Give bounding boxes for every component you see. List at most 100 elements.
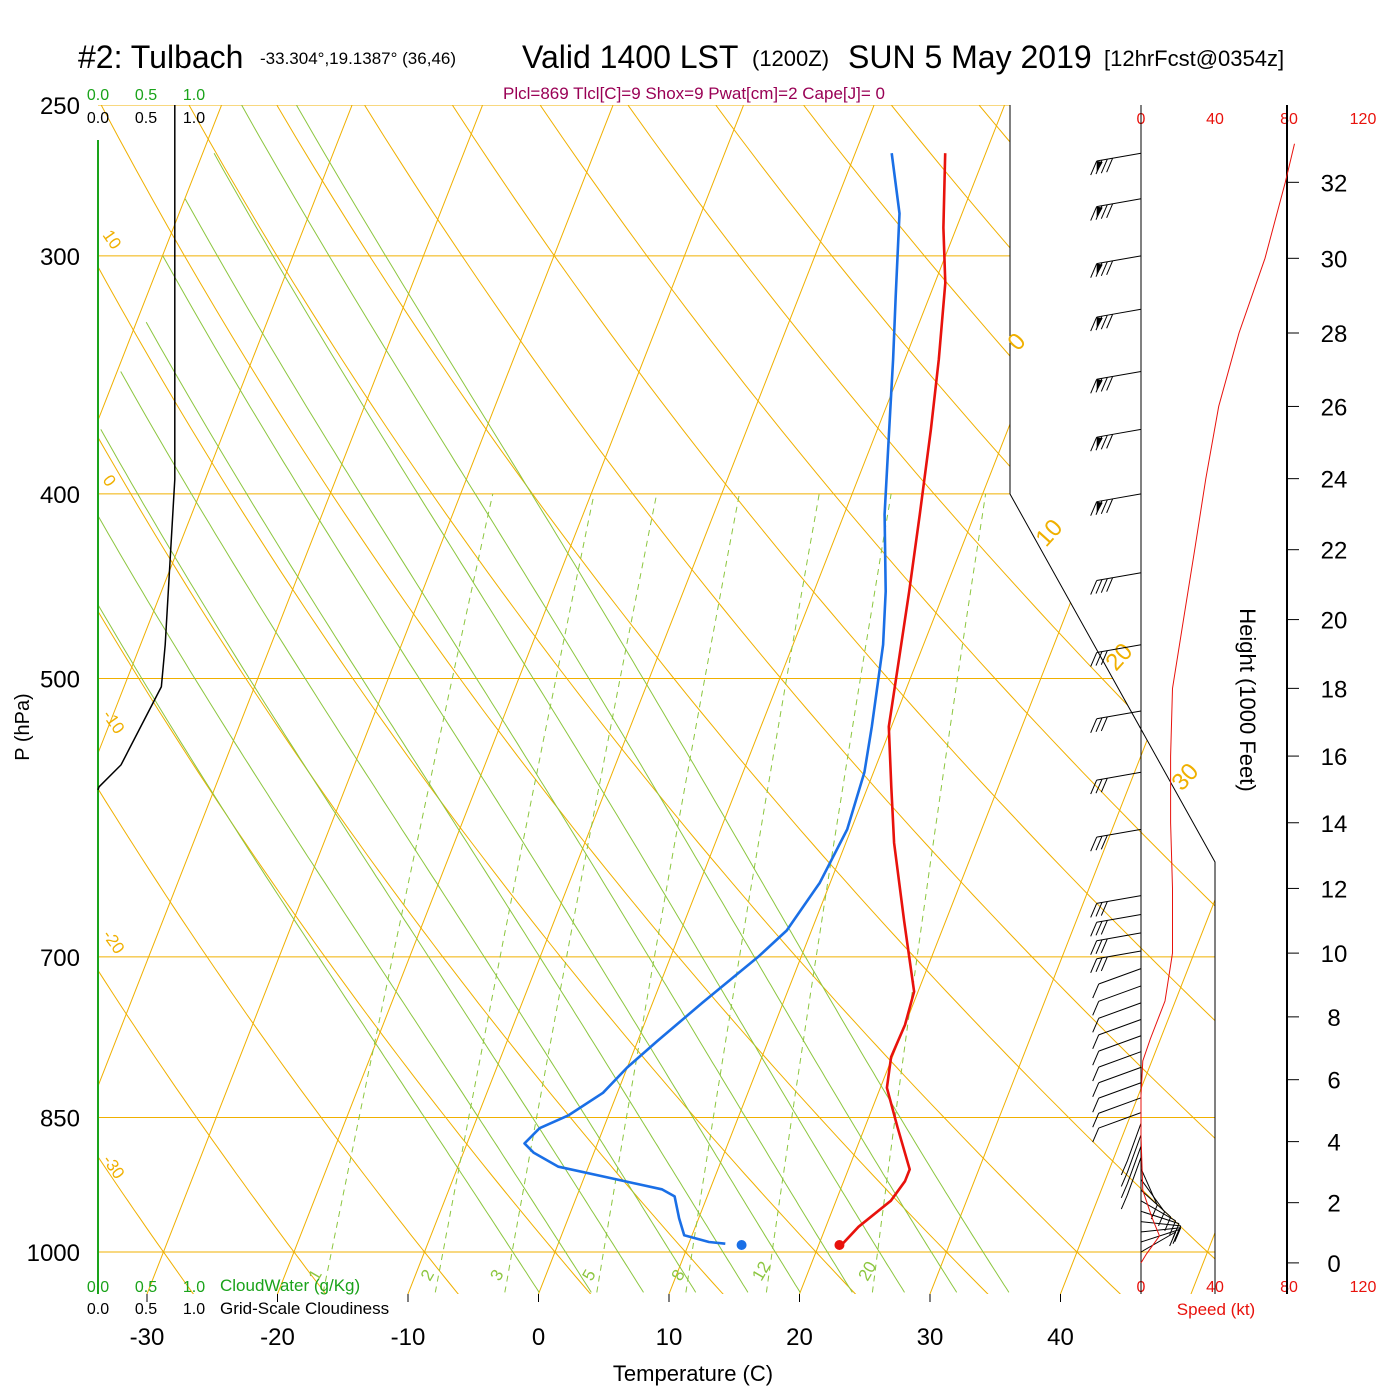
cloudwater-top-tick: 1.0 bbox=[183, 87, 205, 104]
dry-adiabat bbox=[667, 105, 1215, 1294]
speed-bottom-tick: 40 bbox=[1206, 1279, 1224, 1296]
wind-speed-line bbox=[1140, 143, 1295, 1264]
cloudiness-top-tick: 0.0 bbox=[87, 110, 109, 127]
wind-barb bbox=[1092, 968, 1142, 999]
dry-adiabat bbox=[98, 105, 221, 1294]
isotherm bbox=[98, 105, 556, 1294]
pressure-tick-250: 250 bbox=[40, 93, 80, 120]
isotherm-label: 10 bbox=[99, 226, 125, 252]
dry-adiabat bbox=[502, 105, 1215, 1294]
mixing-ratio-line bbox=[596, 493, 740, 1293]
cloudiness-bottom-tick: 0.5 bbox=[135, 1301, 157, 1318]
moist-adiabat bbox=[231, 105, 958, 1293]
moist-adiabat bbox=[98, 533, 540, 1293]
cloudwater-bottom-tick: 0.5 bbox=[135, 1279, 157, 1296]
wind-barb bbox=[1090, 932, 1142, 955]
speed-bottom-tick: 120 bbox=[1350, 1279, 1377, 1296]
height-tick-12: 12 bbox=[1321, 876, 1348, 903]
mixing-ratio-label: 2 bbox=[417, 1266, 438, 1284]
speed-top-tick: 80 bbox=[1280, 111, 1298, 128]
cloudwater-bottom-tick: 0.0 bbox=[87, 1279, 109, 1296]
cloudiness-bottom-tick: 0.0 bbox=[87, 1301, 109, 1318]
x-tick-10: 10 bbox=[656, 1324, 683, 1351]
mixing-ratio-line bbox=[685, 493, 820, 1293]
wind-barb bbox=[1140, 1227, 1182, 1242]
wind-barb bbox=[1090, 828, 1142, 852]
wind-barb bbox=[1092, 1066, 1142, 1097]
isotherm-label: -30 bbox=[99, 1151, 129, 1182]
cloudiness-line bbox=[97, 105, 176, 791]
height-tick-24: 24 bbox=[1321, 467, 1348, 494]
wind-barb bbox=[1092, 1051, 1142, 1082]
dry-adiabat bbox=[98, 105, 1160, 1294]
height-tick-14: 14 bbox=[1321, 811, 1348, 838]
wind-barb bbox=[1090, 895, 1142, 918]
wind-barb bbox=[1090, 572, 1142, 595]
mixing-ratio-label: 12 bbox=[748, 1258, 774, 1284]
pressure-tick-300: 300 bbox=[40, 244, 80, 271]
height-tick-20: 20 bbox=[1321, 608, 1348, 635]
isotherm bbox=[1051, 105, 1215, 1294]
x-tick-40: 40 bbox=[1047, 1324, 1074, 1351]
mixing-ratio-label: 3 bbox=[486, 1266, 507, 1284]
moist-adiabat bbox=[162, 255, 801, 1293]
wind-barb bbox=[1092, 985, 1142, 1016]
moist-adiabat bbox=[100, 429, 644, 1293]
utc-time: (1200Z) bbox=[752, 46, 829, 71]
wind-barb bbox=[1092, 1035, 1142, 1066]
dry-adiabat bbox=[98, 105, 1026, 1294]
wind-panel bbox=[1090, 152, 1182, 1253]
wind-barb bbox=[1090, 913, 1142, 937]
cloudiness-label: Grid-Scale Cloudiness bbox=[220, 1299, 389, 1318]
wind-barb bbox=[1090, 152, 1142, 176]
dry-adiabat bbox=[585, 105, 1215, 1294]
isotherm bbox=[399, 105, 947, 1294]
cloudwater-bottom-tick: 1.0 bbox=[183, 1279, 205, 1296]
wind-barb bbox=[1090, 198, 1142, 221]
isotherm-label: 30 bbox=[1166, 758, 1204, 796]
dry-adiabat bbox=[98, 105, 758, 1294]
wind-barb bbox=[1092, 1097, 1142, 1128]
surface-dewpoint-marker bbox=[736, 1240, 747, 1250]
dry-adiabat bbox=[749, 105, 1215, 1294]
x-tick--20: -20 bbox=[260, 1324, 295, 1351]
cloud-water-label: CloudWater (g/Kg) bbox=[220, 1276, 360, 1295]
isotherm bbox=[138, 105, 686, 1294]
x-tick-0: 0 bbox=[532, 1324, 545, 1351]
speed-top-tick: 40 bbox=[1206, 111, 1224, 128]
isotherm-label: 20 bbox=[1100, 638, 1138, 676]
pressure-tick-850: 850 bbox=[40, 1106, 80, 1133]
dry-adiabat bbox=[98, 105, 355, 1294]
sounding-profiles bbox=[523, 153, 947, 1250]
wind-barb bbox=[1120, 1157, 1142, 1210]
mixing-ratio-line bbox=[765, 493, 892, 1293]
wind-barb bbox=[1090, 493, 1142, 516]
x-tick--30: -30 bbox=[130, 1324, 165, 1351]
mixing-ratio-label: 20 bbox=[854, 1258, 880, 1284]
isotherm-label: 0 bbox=[99, 471, 120, 490]
cloudiness-top-tick: 0.5 bbox=[135, 110, 157, 127]
wind-barb bbox=[1120, 1123, 1142, 1176]
valid-date: SUN 5 May 2019 bbox=[848, 39, 1092, 75]
station-title: #2: Tulbach bbox=[78, 39, 243, 75]
speed-bottom-tick: 80 bbox=[1280, 1279, 1298, 1296]
cloudwater-top-tick: 0.5 bbox=[135, 87, 157, 104]
isotherm bbox=[98, 105, 425, 1294]
mixing-ratio-line bbox=[322, 493, 494, 1293]
wind-barb bbox=[1140, 1168, 1158, 1220]
moist-adiabat bbox=[145, 321, 749, 1293]
height-tick-18: 18 bbox=[1321, 676, 1348, 703]
wind-barb bbox=[1090, 644, 1142, 667]
pressure-tick-500: 500 bbox=[40, 667, 80, 694]
height-tick-22: 22 bbox=[1321, 538, 1348, 565]
moist-adiabat bbox=[98, 483, 592, 1293]
coordinates: -33.304°,19.1387° (36,46) bbox=[260, 49, 456, 68]
height-tick-30: 30 bbox=[1321, 246, 1348, 273]
wind-barb bbox=[1092, 1112, 1142, 1143]
height-tick-4: 4 bbox=[1327, 1130, 1340, 1157]
wind-barb bbox=[1092, 1002, 1142, 1033]
x-tick-20: 20 bbox=[786, 1324, 813, 1351]
moist-adiabat bbox=[213, 152, 905, 1293]
